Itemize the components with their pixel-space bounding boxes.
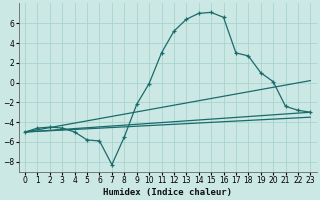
X-axis label: Humidex (Indice chaleur): Humidex (Indice chaleur)	[103, 188, 232, 197]
